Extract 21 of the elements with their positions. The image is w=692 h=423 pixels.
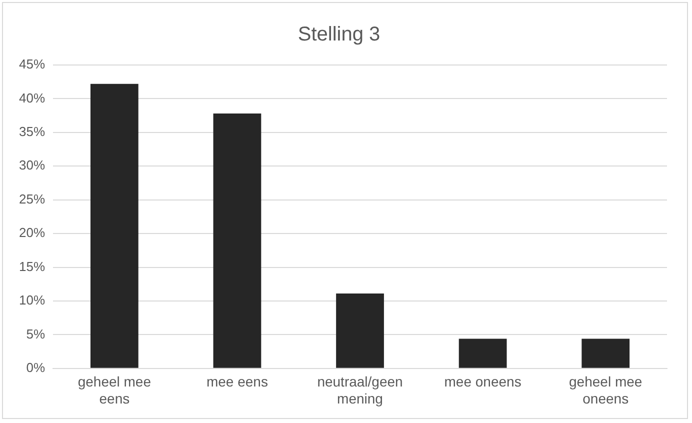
x-tick-label: mee oneens — [444, 374, 522, 390]
y-tick-label: 0% — [26, 360, 46, 375]
y-tick-label: 15% — [18, 258, 46, 274]
chart-title: Stelling 3 — [298, 24, 380, 46]
y-tick-label: 10% — [18, 292, 46, 308]
x-tick-label: geheel mee oneens — [569, 374, 642, 406]
x-tick-label: neutraal/geen mening — [317, 374, 403, 406]
bar — [213, 114, 262, 368]
y-tick-label: 25% — [18, 191, 46, 206]
x-tick-label: geheel mee eens — [78, 374, 152, 406]
y-tick-label: 20% — [18, 225, 46, 240]
y-tick-label: 35% — [18, 124, 46, 139]
bar — [90, 84, 138, 368]
y-tick-label: 5% — [26, 326, 46, 342]
bar — [582, 338, 630, 368]
y-tick-label: 40% — [18, 90, 46, 106]
y-tick-label: 30% — [18, 158, 46, 173]
bar — [458, 338, 507, 368]
y-tick-label: 45% — [18, 56, 46, 72]
bar — [336, 294, 384, 368]
x-tick-label: mee eens — [206, 374, 268, 390]
